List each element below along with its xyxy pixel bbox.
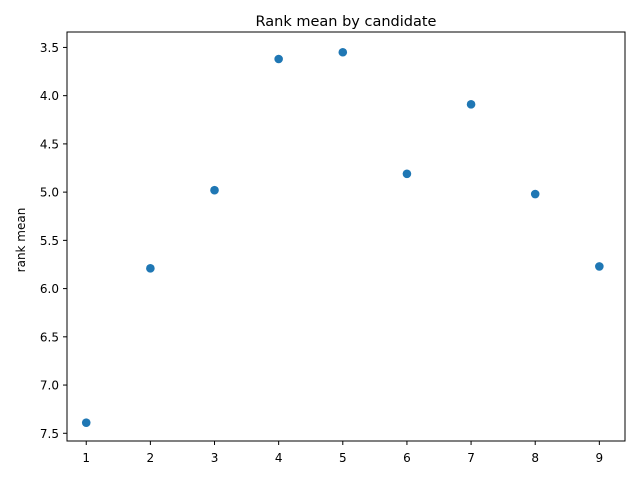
data-point: [466, 100, 476, 109]
y-tick-label: 6.0: [40, 282, 59, 296]
data-point: [146, 264, 155, 273]
x-tick-label: 2: [147, 451, 155, 465]
x-axis: 1 2 3 4 5 6 7 8 9: [82, 441, 603, 465]
x-tick-label: 5: [339, 451, 347, 465]
data-points: [81, 47, 604, 427]
y-tick-label: 4.0: [40, 89, 59, 103]
x-tick-label: 4: [275, 451, 283, 465]
x-tick-label: 1: [82, 451, 90, 465]
data-point: [274, 54, 283, 64]
y-tick-label: 5.5: [40, 234, 59, 248]
x-tick-label: 9: [596, 451, 604, 465]
data-point: [81, 418, 91, 427]
x-tick-label: 8: [531, 451, 539, 465]
y-tick-label: 5.0: [40, 186, 59, 200]
plot-frame: [66, 31, 626, 442]
chart-title: Rank mean by candidate: [256, 14, 437, 30]
y-tick-label: 7.0: [40, 379, 59, 393]
data-point: [402, 169, 412, 179]
y-tick-label: 3.5: [40, 41, 59, 55]
data-point: [338, 47, 348, 57]
data-point: [210, 185, 219, 195]
x-tick-label: 7: [467, 451, 475, 465]
y-tick-label: 4.5: [40, 137, 59, 151]
data-point: [530, 189, 540, 199]
y-tick-label: 6.5: [40, 330, 59, 344]
y-axis-label: rank mean: [14, 208, 28, 273]
y-tick-label: 7.5: [40, 427, 59, 441]
y-axis: 3.5 4.0 4.5 5.0 5.5 6.0 6.5 7.0 7.5: [40, 41, 67, 441]
x-tick-label: 6: [403, 451, 411, 465]
x-tick-label: 3: [211, 451, 219, 465]
data-point: [595, 262, 604, 271]
